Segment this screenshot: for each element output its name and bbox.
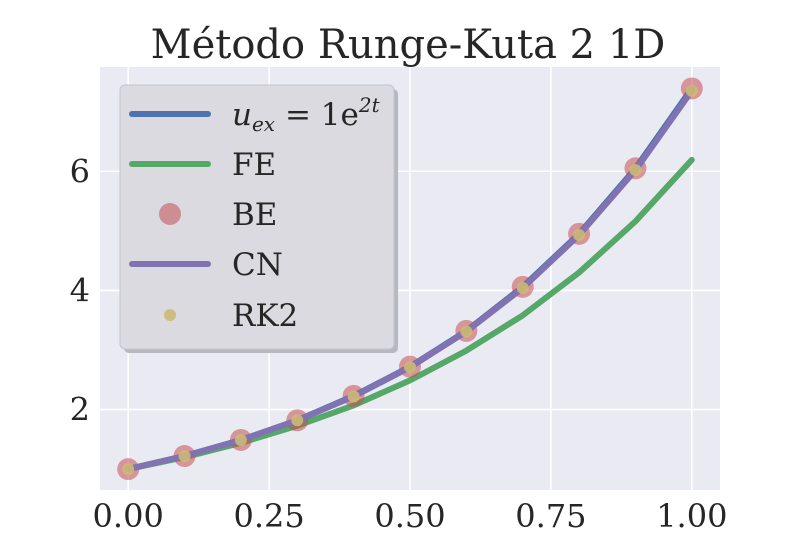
legend-label-uex: uex = 1e2t xyxy=(232,93,381,136)
x-tick-label: 0.75 xyxy=(515,497,586,535)
point-rk2 xyxy=(347,390,360,403)
x-tick-label: 0.25 xyxy=(233,497,304,535)
x-tick-label: 0.00 xyxy=(93,497,164,535)
point-rk2 xyxy=(573,229,586,242)
chart-title: Método Runge-Kuta 2 1D xyxy=(151,22,666,68)
legend-marker-rk2 xyxy=(164,309,176,321)
legend-label-be: BE xyxy=(232,197,277,233)
legend-label-rk2: RK2 xyxy=(232,298,298,334)
point-rk2 xyxy=(234,433,247,446)
point-rk2 xyxy=(685,84,698,97)
point-rk2 xyxy=(291,414,304,427)
legend-label-cn: CN xyxy=(232,247,283,283)
point-rk2 xyxy=(516,282,529,295)
x-tick-label: 0.50 xyxy=(374,497,445,535)
legend: uex = 1e2t FE BE CN RK2 xyxy=(119,84,398,353)
point-rk2 xyxy=(404,361,416,374)
point-rk2 xyxy=(178,450,191,463)
legend-marker-be xyxy=(159,203,181,225)
series-layer xyxy=(117,77,703,481)
y-tick-label: 2 xyxy=(70,391,90,429)
y-tick-label: 6 xyxy=(70,152,90,190)
series-rk2 xyxy=(122,84,698,476)
point-rk2 xyxy=(629,164,642,177)
legend-label-fe: FE xyxy=(232,147,276,183)
legend-box xyxy=(119,84,395,350)
point-rk2 xyxy=(122,463,135,476)
y-ticks: 2 4 6 xyxy=(70,152,90,428)
x-tick-label: 1.00 xyxy=(656,497,727,535)
y-tick-label: 4 xyxy=(70,271,90,309)
x-ticks: 0.00 0.25 0.50 0.75 1.00 xyxy=(93,497,728,535)
point-rk2 xyxy=(460,325,473,338)
